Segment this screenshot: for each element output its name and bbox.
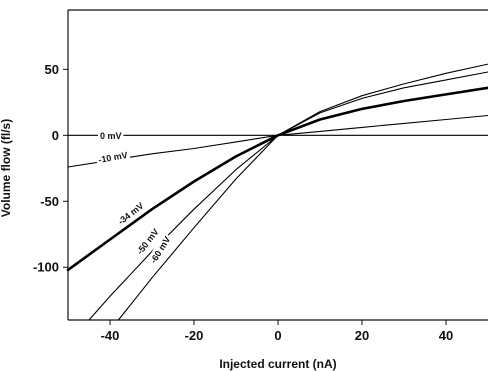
curve-label-backdrop — [132, 224, 163, 259]
x-tick-label: -20 — [185, 328, 204, 343]
y-tick-label: -100 — [33, 260, 59, 275]
x-tick-label: -40 — [101, 328, 120, 343]
curve-label-minus34mv: -34 mV — [116, 201, 145, 227]
curve-label-backdrop — [95, 148, 131, 167]
x-tick-label: 40 — [439, 328, 453, 343]
curve-label-backdrop — [98, 130, 124, 142]
y-axis-title: Volume flow (fl/s) — [0, 119, 13, 217]
series-line-4 — [117, 63, 488, 321]
series-line-3 — [88, 71, 488, 321]
x-axis-title: Injected current (nA) — [219, 357, 336, 371]
y-tick-label: 50 — [45, 62, 59, 77]
curve-label-backdrop — [113, 198, 148, 229]
series-line-2 — [66, 86, 488, 272]
curve-label-0mv: 0 mV — [100, 131, 122, 141]
curve-label-backdrop — [146, 232, 175, 268]
x-tick-label: 0 — [274, 328, 281, 343]
y-tick-label: -50 — [40, 194, 59, 209]
y-tick-label: 0 — [52, 128, 59, 143]
series-line-1 — [67, 114, 488, 168]
x-tick-label: 20 — [355, 328, 369, 343]
